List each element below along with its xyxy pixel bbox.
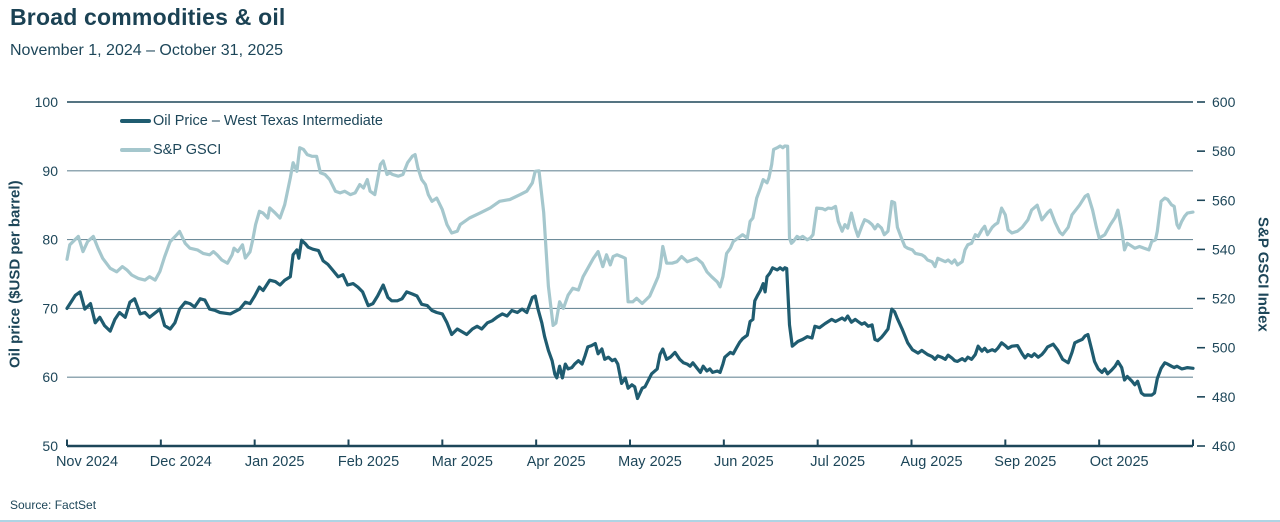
right-axis-tick-540: 540 <box>1212 241 1236 257</box>
left-axis-tick-70: 70 <box>42 300 58 316</box>
wti-line-swatch <box>120 118 151 123</box>
page-title: Broad commodities & oil <box>10 4 286 30</box>
legend-item-gsci: S&P GSCI <box>120 135 383 164</box>
x-axis-label-2: Jan 2025 <box>245 454 305 470</box>
right-axis-tick-560: 560 <box>1212 192 1236 208</box>
right-axis-tick-480: 480 <box>1212 389 1236 405</box>
right-axis-title: S&P GSCI Index <box>1254 216 1272 332</box>
x-axis-label-4: Mar 2025 <box>432 454 493 470</box>
source-note: Source: FactSet <box>10 498 97 512</box>
date-range-subtitle: November 1, 2024 – October 31, 2025 <box>10 42 284 59</box>
series-line-gsci <box>65 144 1195 327</box>
left-axis-tick-60: 60 <box>42 369 58 385</box>
left-axis-tick-80: 80 <box>42 232 58 248</box>
x-axis-label-1: Dec 2024 <box>150 454 212 470</box>
x-axis-label-0: Nov 2024 <box>56 454 118 470</box>
left-axis-tick-100: 100 <box>35 94 59 110</box>
legend-label-wti: Oil Price – West Texas Intermediate <box>153 112 383 129</box>
legend-item-wti: Oil Price – West Texas Intermediate <box>120 106 383 135</box>
right-axis-tick-500: 500 <box>1212 340 1236 356</box>
x-axis-label-5: Apr 2025 <box>527 454 586 470</box>
commodities-oil-chart: 100 90 80 70 60 50 600 580 560 540 520 500 480 460 Nov… <box>6 94 1272 470</box>
right-axis-tick-580: 580 <box>1212 143 1236 159</box>
x-axis-label-11: Oct 2025 <box>1090 454 1149 470</box>
left-axis-tick-90: 90 <box>42 163 58 179</box>
series-line-wti <box>65 238 1195 401</box>
bottom-accent-rule <box>0 520 1280 522</box>
gsci-line-swatch <box>120 147 151 152</box>
legend-label-gsci: S&P GSCI <box>153 141 222 158</box>
x-axis-label-6: May 2025 <box>618 454 682 470</box>
x-axis-label-8: Jul 2025 <box>810 454 865 470</box>
right-axis-tick-460: 460 <box>1212 438 1236 454</box>
x-axis-label-3: Feb 2025 <box>338 454 399 470</box>
chart-canvas: 100 90 80 70 60 50 600 580 560 540 520 500 480 460 Nov… <box>35 94 1236 470</box>
right-axis-tick-520: 520 <box>1212 291 1236 307</box>
right-axis-tick-600: 600 <box>1212 94 1236 110</box>
left-axis-tick-50: 50 <box>42 438 58 454</box>
chart-legend: Oil Price – West Texas Intermediate S&P … <box>120 106 383 164</box>
x-axis-label-7: Jun 2025 <box>714 454 774 470</box>
x-axis-label-10: Sep 2025 <box>994 454 1056 470</box>
left-axis-title: Oil price ($USD per barrel) <box>6 180 24 368</box>
x-axis-label-9: Aug 2025 <box>900 454 962 470</box>
